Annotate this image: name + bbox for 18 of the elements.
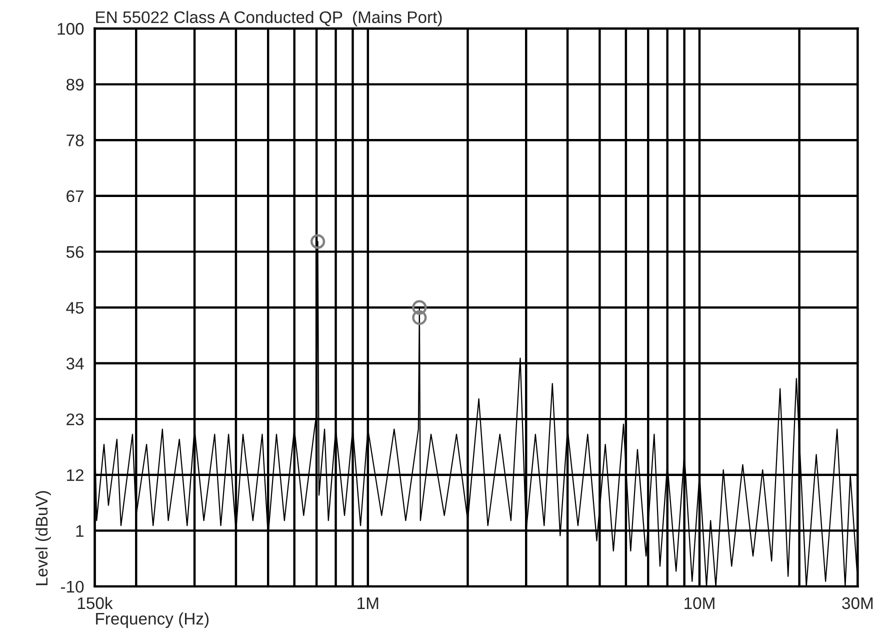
y-tick-label: 12 (67, 469, 84, 481)
x-tick-label: 1M (358, 597, 378, 609)
chart-title: EN 55022 Class A Conducted QP (Mains Port) (96, 10, 442, 26)
y-axis-title: Level (dBuV) (35, 491, 51, 586)
y-tick-label: 34 (66, 358, 84, 370)
y-tick-label: 45 (66, 302, 84, 314)
y-tick-label: 89 (66, 78, 84, 91)
y-tick-label: 67 (66, 190, 84, 202)
x-axis-title: Frequency (Hz) (96, 612, 209, 628)
y-tick-label: 56 (66, 246, 84, 258)
y-tick-label: 23 (66, 413, 84, 426)
y-tick-label: 78 (66, 134, 84, 146)
y-tick-label: 1 (76, 525, 84, 537)
x-tick-label: 150k (78, 596, 113, 610)
x-tick-label: 30M (842, 597, 873, 610)
y-tick-label: 100 (58, 22, 84, 35)
y-tick-label: -10 (60, 580, 84, 593)
x-tick-label: 10M (684, 597, 714, 610)
